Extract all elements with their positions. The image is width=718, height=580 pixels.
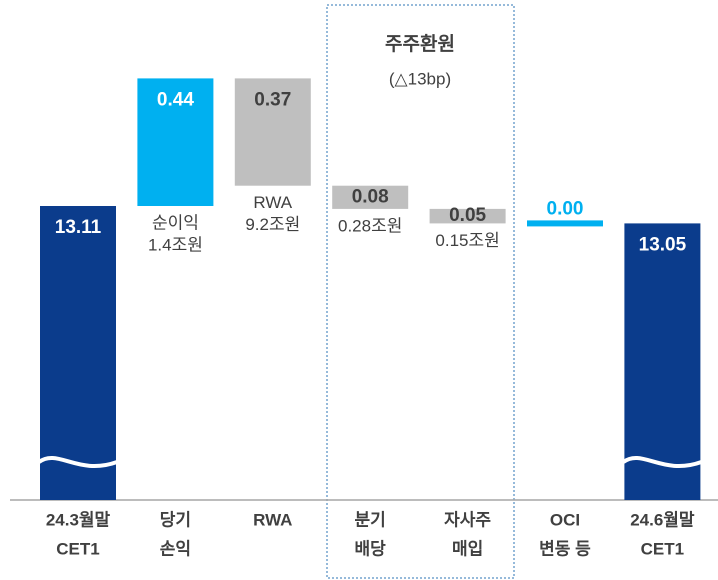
x-tick-label: 변동 등 (539, 539, 591, 558)
x-tick-label: 분기 (355, 510, 386, 529)
value-label: 0.08 (352, 186, 389, 207)
bar (527, 220, 603, 227)
x-tick-label: CET1 (56, 539, 99, 558)
axis-break (622, 455, 703, 469)
bar (234, 78, 311, 186)
bar (332, 185, 409, 209)
value-label: 0.44 (157, 89, 194, 110)
group-title: 주주환원 (385, 33, 455, 55)
note: 0.28조원 (338, 216, 402, 235)
note: RWA (253, 193, 292, 212)
value-label: 13.11 (55, 217, 102, 238)
bar (429, 208, 506, 224)
x-tick-label: 24.6월말 (630, 509, 695, 529)
note: 9.2조원 (245, 215, 300, 234)
group-subtitle: (△13bp) (389, 69, 451, 88)
x-tick-label: 자사주 (444, 510, 491, 529)
x-tick-label: 배당 (355, 539, 387, 558)
bar (40, 206, 116, 500)
x-tick-label: RWA (253, 510, 292, 529)
value-label: 0.05 (449, 205, 486, 226)
x-tick-label: 24.3월말 (46, 509, 111, 529)
note: 0.15조원 (435, 231, 499, 250)
x-tick-label: CET1 (641, 539, 684, 558)
x-tick-label: 당기 (160, 510, 191, 529)
value-label: 13.05 (639, 234, 687, 255)
group-box (326, 4, 515, 579)
value-label: 0.00 (547, 198, 584, 219)
axis-break (37, 455, 118, 469)
value-label: 0.37 (254, 89, 291, 110)
note: 순이익 (152, 213, 199, 232)
x-tick-label: OCI (550, 510, 580, 529)
bar (137, 78, 214, 206)
note: 1.4조원 (148, 235, 203, 254)
bar (624, 223, 701, 500)
x-tick-label: 손익 (160, 539, 191, 558)
x-tick-label: 매입 (452, 539, 483, 558)
